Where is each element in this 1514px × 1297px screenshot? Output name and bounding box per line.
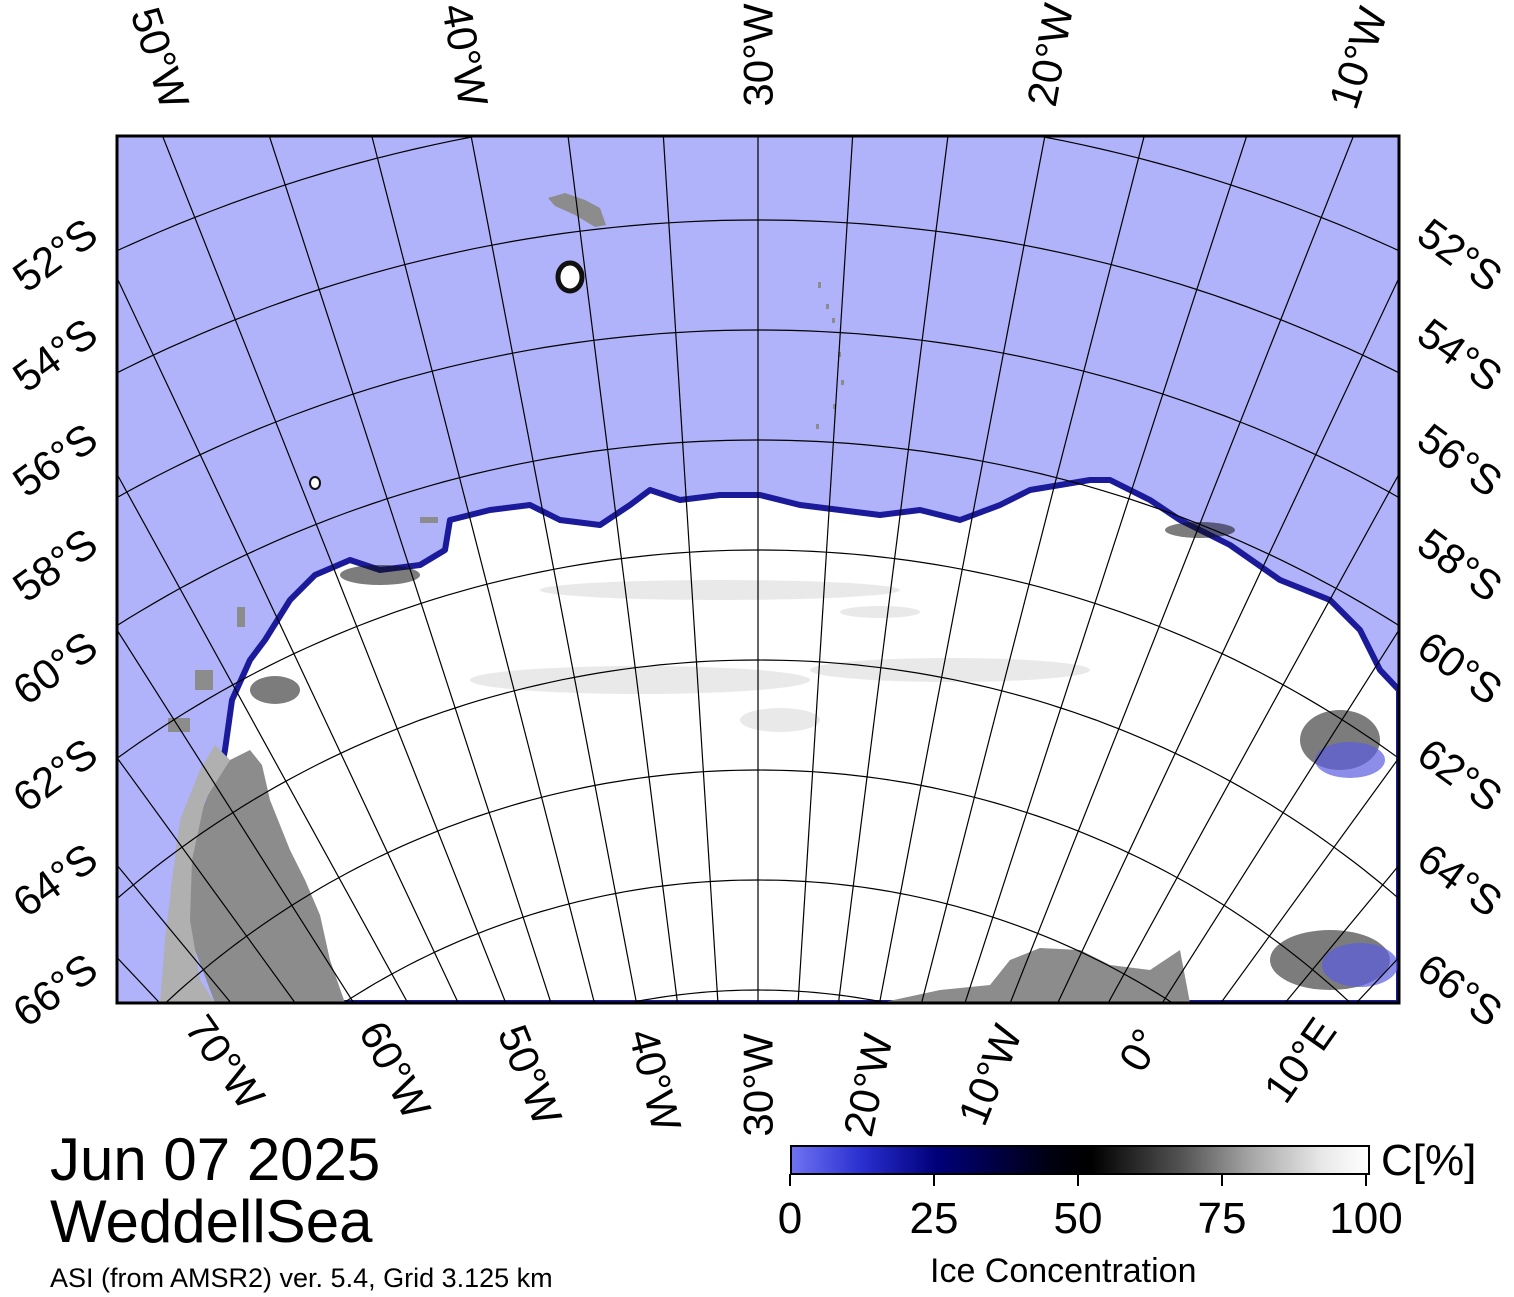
colorbar-tick-label: 75	[1197, 1194, 1247, 1243]
bottom-longitude-label: 30°W	[735, 1033, 782, 1137]
longitude-line	[662, 136, 719, 1003]
date-title: Jun 07 2025	[50, 1126, 381, 1193]
open-water-patches	[1315, 742, 1398, 987]
left-latitude-label: 60°S	[4, 622, 106, 714]
longitude-line	[268, 136, 552, 1003]
colorbar-unit: C[%]	[1381, 1136, 1477, 1185]
left-latitude-label: 64°S	[4, 834, 106, 926]
longitude-line	[1161, 628, 1399, 1003]
longitude-line	[470, 136, 638, 1003]
left-latitude-label: 56°S	[4, 414, 106, 506]
colorbar-tick	[1077, 1174, 1079, 1186]
colorbar-tick	[1365, 1174, 1367, 1186]
left-latitude-label: 54°S	[4, 309, 106, 401]
longitude-line	[797, 136, 854, 1003]
top-longitude-label: 20°W	[1018, 0, 1082, 110]
bottom-longitude-label: 50°W	[489, 1018, 571, 1132]
right-latitude-label: 60°S	[1409, 622, 1511, 714]
left-latitude-label: 58°S	[4, 519, 106, 611]
right-latitude-label: 62°S	[1409, 729, 1511, 821]
longitude-line	[117, 628, 355, 1003]
bottom-longitude-label: 10°W	[949, 1018, 1031, 1132]
sea-ice-pack	[212, 477, 1399, 1003]
bottom-longitude-label: 40°W	[620, 1024, 691, 1136]
longitude-line	[1009, 136, 1355, 1003]
colorbar-tick-label: 50	[1053, 1194, 1103, 1243]
right-latitude-label: 54°S	[1409, 309, 1511, 401]
bottom-longitude-label: 70°W	[176, 1006, 274, 1118]
longitude-line	[837, 136, 949, 1003]
map-area	[117, 136, 1399, 1003]
colorbar-tick-label: 25	[909, 1194, 959, 1243]
longitude-line	[920, 136, 1145, 1003]
right-latitude-label: 64°S	[1409, 834, 1511, 926]
longitude-line	[161, 136, 507, 1003]
small-ice-patch	[309, 476, 321, 490]
map-frame	[115, 134, 1401, 1005]
left-latitude-label: 66°S	[4, 944, 106, 1036]
source-note: ASI (from AMSR2) ver. 5.4, Grid 3.125 km	[50, 1263, 553, 1293]
colorbar-title: Ice Concentration	[930, 1252, 1197, 1290]
right-latitude-label: 58°S	[1409, 519, 1511, 611]
right-latitude-label: 56°S	[1409, 414, 1511, 506]
longitude-line	[117, 472, 409, 1003]
longitude-line	[117, 276, 459, 1003]
colorbar-tick-label: 100	[1329, 1194, 1403, 1243]
right-latitude-label: 52°S	[1409, 209, 1511, 301]
longitude-line	[878, 136, 1046, 1003]
bottom-longitude-label: 20°W	[834, 1029, 901, 1140]
island-ice-patch	[555, 260, 585, 294]
region-title: WeddellSea	[50, 1188, 373, 1255]
left-latitude-label: 52°S	[4, 209, 106, 301]
colorbar-tick-label: 0	[777, 1194, 803, 1243]
top-longitude-label: 30°W	[735, 3, 782, 107]
bottom-longitude-label: 10°E	[1254, 1009, 1345, 1111]
left-latitude-label: 62°S	[4, 729, 106, 821]
right-latitude-label: 66°S	[1409, 944, 1511, 1036]
graticule	[117, 136, 1399, 1003]
antarctic-coast	[880, 948, 1190, 1003]
top-longitude-label: 40°W	[433, 0, 497, 110]
colorbar-tick	[1221, 1174, 1223, 1186]
longitude-line	[567, 136, 679, 1003]
colorbar-tick	[933, 1174, 935, 1186]
colorbar	[790, 1145, 1370, 1175]
top-longitude-label: 50°W	[122, 2, 199, 115]
longitude-line	[371, 136, 596, 1003]
top-longitude-label: 10°W	[1320, 1, 1397, 114]
antarctic-peninsula	[185, 750, 345, 1003]
small-islands	[168, 282, 844, 732]
longitude-line	[964, 136, 1248, 1003]
colorbar-tick	[789, 1174, 791, 1186]
longitude-line	[1107, 472, 1399, 1003]
bottom-longitude-label: 60°W	[350, 1013, 440, 1126]
longitude-line	[1057, 276, 1399, 1003]
bottom-longitude-label: 0°	[1110, 1021, 1171, 1079]
